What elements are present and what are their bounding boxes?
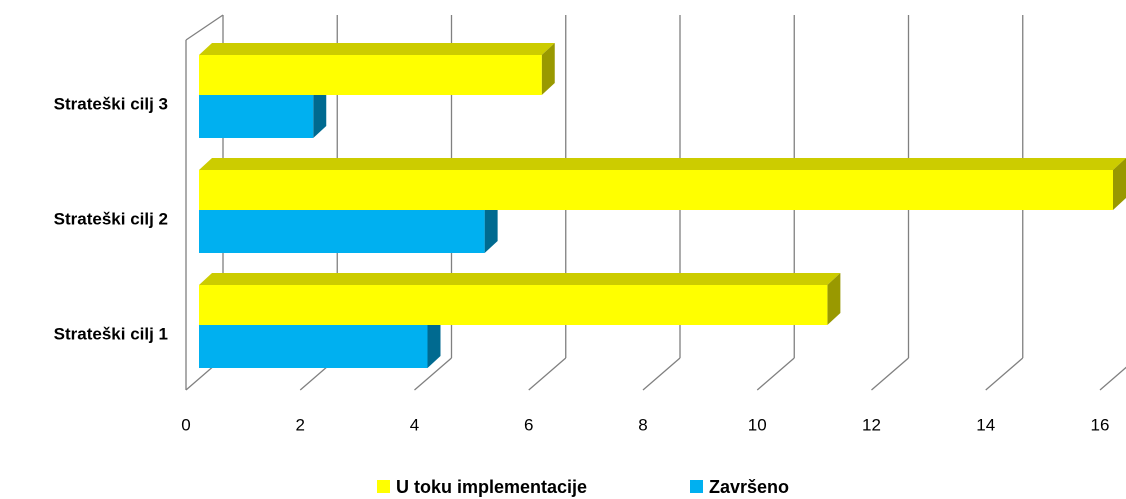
bar-front: [199, 210, 485, 253]
x-tick-label: 14: [976, 415, 995, 434]
bar-front: [199, 55, 542, 95]
bar-side: [827, 273, 841, 325]
legend-label: Završeno: [709, 477, 789, 497]
bar-front: [199, 170, 1113, 210]
bar-side: [484, 198, 498, 253]
x-tick-label: 4: [410, 415, 419, 434]
category-label: Strateški cilj 1: [54, 324, 168, 343]
x-tick-label: 10: [748, 415, 767, 434]
bar-front: [199, 325, 428, 368]
grid-line: [414, 357, 452, 391]
bar: [199, 43, 555, 95]
x-tick-label: 12: [862, 415, 881, 434]
category-label: Strateški cilj 2: [54, 209, 168, 228]
x-tick-label: 16: [1091, 415, 1110, 434]
bar-side: [1113, 158, 1126, 210]
legend-swatch: [690, 480, 703, 493]
grid-line: [528, 357, 567, 391]
x-tick-label: 2: [296, 415, 305, 434]
bar-side: [541, 43, 555, 95]
bar-side: [313, 83, 327, 138]
grid-line: [1099, 366, 1126, 391]
category-label: Strateški cilj 3: [54, 94, 168, 113]
bar-side: [427, 313, 441, 368]
bar-top: [199, 43, 555, 55]
x-tick-label: 0: [181, 415, 190, 434]
bar: [199, 273, 841, 325]
legend-label: U toku implementacije: [396, 477, 587, 497]
bar-top: [199, 273, 841, 285]
bar-front: [199, 95, 314, 138]
bar-front: [199, 285, 828, 325]
grid-line: [985, 357, 1024, 391]
grid-line: [756, 357, 795, 391]
x-tick-label: 8: [638, 415, 647, 434]
grid-line: [642, 357, 681, 391]
legend-swatch: [377, 480, 390, 493]
grid-line: [871, 357, 909, 391]
bar: [199, 158, 1126, 210]
bar-top: [199, 158, 1126, 170]
x-tick-label: 6: [524, 415, 533, 434]
wall-edge: [185, 14, 224, 41]
